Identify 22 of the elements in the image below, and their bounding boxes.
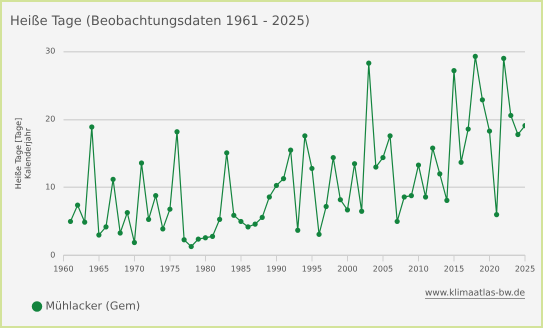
y-tick-label: 20 <box>45 114 56 124</box>
x-tick-label: 2020 <box>479 264 500 274</box>
y-tick-label: 10 <box>45 182 56 192</box>
x-tick-label: 2025 <box>514 264 536 274</box>
x-tick-label: 1960 <box>53 264 74 274</box>
x-tick-label: 1985 <box>230 264 252 274</box>
x-tick-label: 1995 <box>302 264 322 274</box>
x-tick-label: 1965 <box>88 264 110 274</box>
legend-label: Mühlacker (Gem) <box>46 299 140 312</box>
x-tick-label: 1990 <box>266 264 287 274</box>
x-tick-label: 1980 <box>195 264 216 274</box>
x-tick-label: 2015 <box>444 264 464 274</box>
x-tick-label: 2005 <box>372 264 394 274</box>
x-tick-label: 1970 <box>124 264 145 274</box>
chart-title: Heiße Tage (Beobachtungsdaten 1961 - 2025) <box>10 14 310 30</box>
x-tick-label: 2000 <box>337 264 358 274</box>
text: www.klimaatlas-bw.de <box>425 288 526 299</box>
x-tick-label: 2010 <box>408 264 429 274</box>
y-tick-label: 30 <box>45 46 56 56</box>
y-tick-label: 0 <box>50 250 56 260</box>
y-axis-title: Heiße Tage [Tage] Kalenderjahr <box>14 118 32 190</box>
x-tick-label: 1975 <box>160 264 180 274</box>
